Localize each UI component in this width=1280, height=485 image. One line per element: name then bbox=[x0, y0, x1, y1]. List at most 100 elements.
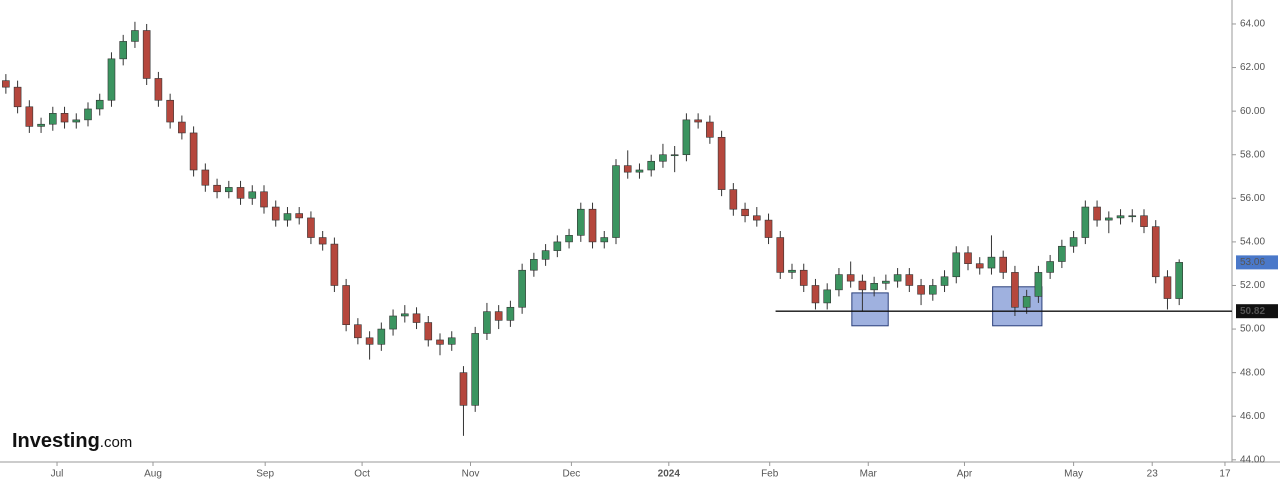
candle-body bbox=[964, 252, 972, 264]
candle-body bbox=[659, 154, 667, 162]
candle-body bbox=[823, 289, 832, 304]
x-tick-label: Jul bbox=[51, 469, 64, 480]
candle-body bbox=[1151, 226, 1160, 278]
candle-body bbox=[729, 189, 738, 210]
candle-body bbox=[37, 123, 45, 127]
y-tick-label: 54.00 bbox=[1240, 237, 1265, 248]
candle-body bbox=[940, 276, 949, 286]
candle-body bbox=[178, 121, 186, 134]
candle-body bbox=[342, 285, 350, 326]
candle-body bbox=[917, 285, 925, 295]
candle-body bbox=[776, 237, 785, 273]
x-tick-label: Dec bbox=[563, 469, 581, 480]
candle-body bbox=[471, 333, 480, 406]
candle-body bbox=[459, 372, 468, 406]
x-tick-label: 2024 bbox=[658, 469, 681, 480]
x-tick-label: Nov bbox=[462, 469, 480, 480]
candle-body bbox=[107, 58, 116, 101]
candle-body bbox=[13, 86, 22, 108]
candle-body bbox=[905, 274, 914, 286]
candle-body bbox=[647, 160, 656, 171]
candle-body bbox=[999, 256, 1008, 273]
candle-body bbox=[858, 280, 867, 291]
candle-body bbox=[530, 259, 538, 271]
candle-body bbox=[987, 256, 996, 269]
candle-body bbox=[623, 165, 632, 173]
y-tick-label: 46.00 bbox=[1240, 411, 1265, 422]
x-tick-label: 17 bbox=[1219, 469, 1231, 480]
y-tick-label: 64.00 bbox=[1240, 19, 1265, 30]
candle-body bbox=[694, 119, 702, 123]
candle-body bbox=[600, 237, 609, 243]
candle-body bbox=[1069, 237, 1078, 247]
candle-body bbox=[835, 274, 843, 291]
candle-body bbox=[975, 263, 984, 269]
candle-body bbox=[307, 217, 315, 238]
y-tick-label: 48.00 bbox=[1240, 367, 1265, 378]
candle-body bbox=[400, 313, 409, 317]
y-tick-label: 52.00 bbox=[1240, 280, 1265, 291]
candle-body bbox=[1175, 262, 1183, 299]
y-tick-label: 56.00 bbox=[1240, 193, 1265, 204]
candle-body bbox=[283, 213, 292, 221]
candle-body bbox=[635, 169, 644, 173]
candle-body bbox=[412, 313, 421, 323]
candle-body bbox=[506, 306, 515, 321]
support-price-box bbox=[1236, 304, 1278, 319]
highlight-box bbox=[851, 292, 889, 327]
candle-body bbox=[225, 187, 233, 193]
x-tick-label: Oct bbox=[354, 469, 370, 480]
candle-body bbox=[752, 215, 761, 221]
candle-body bbox=[424, 322, 433, 341]
x-tick-label: Sep bbox=[256, 469, 274, 480]
candle-body bbox=[318, 237, 327, 245]
candle-body bbox=[48, 113, 57, 125]
y-tick-label: 44.00 bbox=[1240, 454, 1265, 465]
logo-word: Investing bbox=[12, 430, 100, 452]
candle-body bbox=[741, 208, 749, 217]
candle-body bbox=[389, 315, 397, 330]
candle-body bbox=[25, 106, 34, 127]
candle-body bbox=[436, 339, 444, 345]
candle-body bbox=[1011, 272, 1019, 308]
candle-body bbox=[670, 154, 679, 157]
candle-body bbox=[72, 119, 81, 123]
candle-body bbox=[1116, 215, 1125, 219]
candle-body bbox=[799, 269, 808, 286]
candle-body bbox=[1140, 215, 1148, 227]
candle-body bbox=[365, 337, 374, 345]
y-tick-label: 50.00 bbox=[1240, 324, 1265, 335]
x-tick-label: May bbox=[1064, 469, 1083, 480]
candle-body bbox=[553, 241, 562, 251]
candle-body bbox=[166, 99, 174, 123]
candle-body bbox=[1105, 217, 1113, 221]
candle-body bbox=[811, 285, 820, 304]
candle-body bbox=[213, 184, 221, 193]
candle-body bbox=[354, 324, 362, 339]
candle-body bbox=[576, 208, 585, 236]
x-tick-label: Mar bbox=[860, 469, 878, 480]
candle-body bbox=[1034, 272, 1043, 297]
candle-body bbox=[1128, 215, 1137, 218]
candle-body bbox=[1058, 245, 1066, 262]
candle-body bbox=[1081, 206, 1090, 238]
candle-body bbox=[928, 285, 937, 295]
last-price-box bbox=[1236, 255, 1278, 270]
y-tick-label: 58.00 bbox=[1240, 149, 1265, 160]
candle-body bbox=[295, 213, 304, 219]
candle-body bbox=[330, 243, 339, 286]
candle-body bbox=[271, 206, 280, 221]
y-tick-label: 60.00 bbox=[1240, 106, 1265, 117]
candle-body bbox=[952, 252, 961, 278]
logo-suffix: .com bbox=[100, 434, 133, 451]
candle-body bbox=[588, 208, 597, 243]
candle-body bbox=[377, 328, 386, 345]
candle-body bbox=[706, 121, 714, 138]
candle-body bbox=[95, 99, 104, 110]
candle-body bbox=[142, 30, 151, 79]
candle-body bbox=[2, 80, 10, 88]
candle-body bbox=[612, 165, 620, 238]
y-tick-label: 62.00 bbox=[1240, 62, 1265, 73]
